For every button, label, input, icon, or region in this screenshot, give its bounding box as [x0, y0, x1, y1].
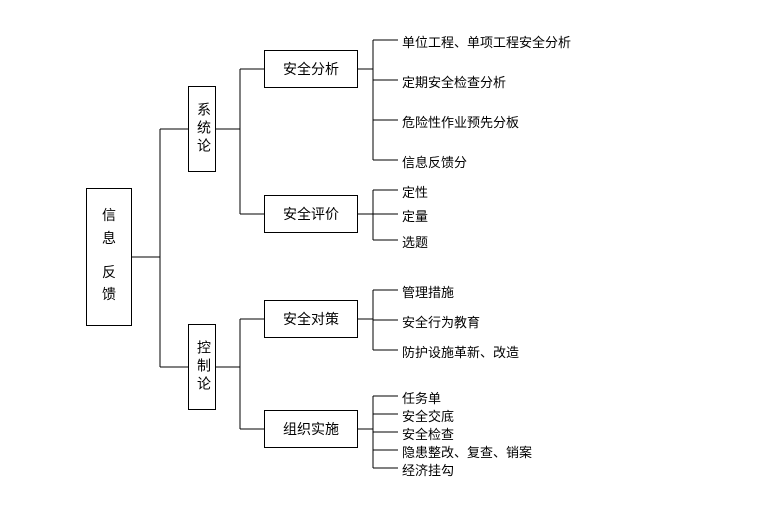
leaf-safety_eval-0: 定性 — [402, 182, 428, 201]
leaf-safety_analysis-3: 信息反馈分 — [402, 152, 467, 171]
leaf-safety_analysis-1: 定期安全检查分析 — [402, 72, 506, 91]
leaf-safety_counter-0: 管理措施 — [402, 282, 454, 301]
leaf-org_impl-0: 任务单 — [402, 388, 441, 407]
level2-safety-eval-label: 安全评价 — [283, 204, 339, 224]
leaf-safety_analysis-2: 危险性作业预先分板 — [402, 112, 519, 131]
level2-org-impl: 组织实施 — [264, 410, 358, 448]
level1-control-label: 控制论 — [192, 340, 212, 394]
level1-control: 控制论 — [188, 324, 216, 410]
level1-systems: 系统论 — [188, 86, 216, 172]
level2-safety-analysis: 安全分析 — [264, 50, 358, 88]
leaf-org_impl-2: 安全检查 — [402, 424, 454, 443]
level2-safety-counter: 安全对策 — [264, 300, 358, 338]
leaf-safety_counter-1: 安全行为教育 — [402, 312, 480, 331]
leaf-org_impl-1: 安全交底 — [402, 406, 454, 425]
level1-systems-label: 系统论 — [192, 102, 212, 156]
root-char-3: 反 — [102, 263, 116, 285]
root-char-1: 信 — [102, 206, 116, 228]
root-char-2: 息 — [102, 229, 116, 251]
level2-safety-counter-label: 安全对策 — [283, 309, 339, 329]
level2-org-impl-label: 组织实施 — [283, 419, 339, 439]
leaf-safety_eval-2: 选题 — [402, 232, 428, 251]
leaf-org_impl-3: 隐患整改、复查、销案 — [402, 442, 532, 461]
root-box: 信 息 反 馈 — [86, 188, 132, 326]
leaf-safety_analysis-0: 单位工程、单项工程安全分析 — [402, 32, 571, 51]
level2-safety-analysis-label: 安全分析 — [283, 59, 339, 79]
leaf-safety_eval-1: 定量 — [402, 206, 428, 225]
level2-safety-eval: 安全评价 — [264, 195, 358, 233]
root-char-4: 馈 — [102, 285, 116, 307]
leaf-org_impl-4: 经济挂勾 — [402, 460, 454, 479]
leaf-safety_counter-2: 防护设施革新、改造 — [402, 342, 519, 361]
